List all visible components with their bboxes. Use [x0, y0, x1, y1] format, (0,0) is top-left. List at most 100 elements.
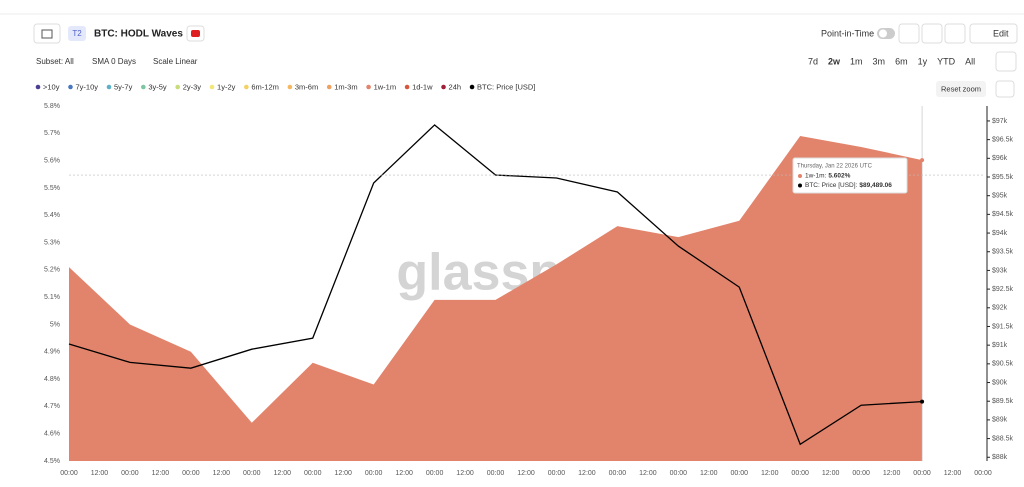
range-button[interactable]: 3m	[873, 56, 886, 66]
y-tick-label: 4.7%	[44, 403, 60, 410]
camera-button[interactable]	[995, 80, 1015, 98]
y-tick-label: 5.4%	[44, 212, 60, 219]
x-tick-label: 12:00	[152, 470, 170, 477]
legend-dot	[287, 84, 293, 90]
x-tick-label: 12:00	[883, 470, 901, 477]
y2-tick-label: $94.5k	[992, 211, 1014, 218]
legend-dot	[326, 84, 332, 90]
legend-label[interactable]: 1y-2y	[217, 82, 236, 91]
x-tick-label: 12:00	[395, 470, 413, 477]
range-button[interactable]: All	[965, 56, 975, 66]
y-tick-label: 5.2%	[44, 267, 60, 274]
y2-tick-label: $89k	[992, 417, 1008, 424]
sma-dropdown[interactable]: SMA 0 Days	[92, 57, 136, 66]
y2-tick-label: $93.5k	[992, 249, 1014, 256]
youtube-icon	[191, 30, 200, 37]
legend-label[interactable]: 1d-1w	[412, 82, 433, 91]
x-tick-label: 00:00	[609, 470, 627, 477]
tooltip-box	[792, 157, 908, 194]
range-button[interactable]: 2w	[828, 56, 841, 66]
edit-label: Edit	[993, 28, 1009, 38]
sidebar-toggle[interactable]	[33, 23, 61, 44]
x-tick-label: 00:00	[974, 470, 992, 477]
legend-label[interactable]: >10y	[43, 82, 60, 91]
range-button[interactable]: YTD	[937, 56, 956, 66]
badge-text: T2	[72, 29, 82, 38]
y-tick-label: 5.5%	[44, 185, 60, 192]
toggle-knob	[879, 29, 887, 38]
legend-label[interactable]: 3y-5y	[148, 82, 167, 91]
x-tick-label: 00:00	[548, 470, 566, 477]
x-tick-label: 00:00	[913, 470, 931, 477]
legend-dot	[441, 84, 446, 90]
x-tick-label: 12:00	[822, 470, 840, 477]
y2-tick-label: $88.5k	[992, 435, 1014, 442]
y2-tick-label: $89.5k	[992, 398, 1014, 405]
hover-marker	[920, 399, 925, 404]
legend-label[interactable]: 3m-6m	[295, 82, 318, 91]
x-tick-label: 12:00	[91, 470, 109, 477]
x-tick-label: 00:00	[670, 470, 688, 477]
y2-tick-label: $91.5k	[992, 323, 1014, 330]
legend-label[interactable]: BTC: Price [USD]	[477, 82, 535, 91]
y2-tick-label: $91k	[992, 342, 1008, 349]
legend-label[interactable]: 1m-3m	[334, 82, 357, 91]
x-tick-label: 12:00	[517, 470, 535, 477]
legend-dot	[209, 84, 215, 90]
tooltip-value: 5.602%	[828, 173, 850, 180]
scale-dropdown[interactable]: Scale Linear	[153, 57, 198, 66]
x-tick-label: 00:00	[60, 470, 78, 477]
legend-label[interactable]: 24h	[449, 82, 462, 91]
y2-tick-label: $95.5k	[992, 174, 1014, 181]
y-tick-label: 4.6%	[44, 431, 60, 438]
y2-tick-label: $96.5k	[992, 136, 1014, 143]
x-tick-label: 12:00	[700, 470, 718, 477]
y-tick-label: 5%	[50, 321, 60, 328]
legend-dot	[404, 84, 410, 90]
range-button[interactable]: 1m	[850, 56, 863, 66]
edit-button[interactable]	[969, 23, 1018, 44]
range-button[interactable]: 1y	[918, 56, 928, 66]
legend-dot	[35, 84, 41, 90]
x-tick-label: 00:00	[852, 470, 870, 477]
legend-dot	[106, 84, 112, 90]
share-button[interactable]	[921, 23, 943, 44]
legend-label[interactable]: 6m-12m	[251, 82, 279, 91]
legend-label[interactable]: 5y-7y	[114, 82, 133, 91]
star-button[interactable]	[898, 23, 920, 44]
plot	[68, 124, 923, 462]
y2-tick-label: $92k	[992, 305, 1008, 312]
y-tick-label: 5.7%	[44, 130, 60, 137]
calendar-button[interactable]	[995, 51, 1017, 72]
legend-dot	[175, 84, 180, 90]
tooltip-label: BTC: Price [USD]:	[805, 182, 858, 189]
range-button[interactable]: 6m	[895, 56, 908, 66]
x-tick-label: 00:00	[121, 470, 139, 477]
x-tick-label: 00:00	[791, 470, 809, 477]
range-button[interactable]: 7d	[808, 56, 818, 66]
y2-tick-label: $94k	[992, 230, 1008, 237]
tooltip-dot	[798, 183, 802, 188]
tooltip-value: $89,489.06	[859, 182, 892, 189]
reset-zoom-label: Reset zoom	[941, 84, 981, 93]
reset-zoom-button[interactable]	[936, 81, 986, 97]
y-tick-label: 4.9%	[44, 349, 60, 356]
point-in-time-label: Point-in-Time	[821, 28, 874, 38]
legend-label[interactable]: 7y-10y	[75, 82, 98, 91]
x-tick-label: 12:00	[761, 470, 779, 477]
legend-label[interactable]: 2y-3y	[183, 82, 202, 91]
y2-tick-label: $90.5k	[992, 361, 1014, 368]
subset-dropdown[interactable]: Subset: All	[36, 57, 74, 66]
line	[68, 124, 923, 446]
y-tick-label: 5.3%	[44, 239, 60, 246]
x-tick-label: 00:00	[487, 470, 505, 477]
y-tick-label: 5.8%	[44, 103, 60, 110]
copy-button[interactable]	[944, 23, 966, 44]
y2-tick-label: $93k	[992, 267, 1008, 274]
x-tick-label: 00:00	[731, 470, 749, 477]
badge	[68, 26, 86, 41]
legend-label[interactable]: 1w-1m	[374, 82, 397, 91]
x-tick-label: 12:00	[274, 470, 292, 477]
x-tick-label: 12:00	[334, 470, 352, 477]
